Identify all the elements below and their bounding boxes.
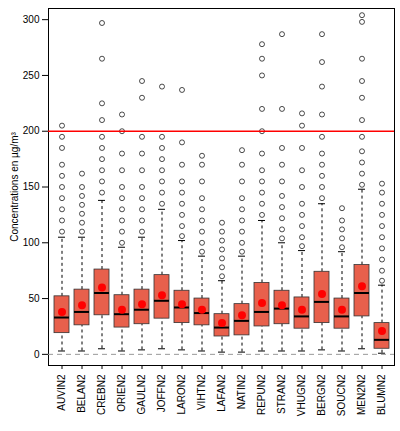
svg-text:100: 100 [23,237,40,248]
svg-text:BERGN2: BERGN2 [316,374,327,416]
svg-text:VIHTN2: VIHTN2 [196,374,207,410]
svg-text:MEN2N2: MEN2N2 [356,374,367,415]
svg-text:150: 150 [23,181,40,192]
svg-text:0: 0 [34,349,40,360]
svg-text:250: 250 [23,70,40,81]
svg-text:VHUGN2: VHUGN2 [296,374,307,416]
svg-text:JOFFN2: JOFFN2 [156,374,167,412]
svg-text:NATIN2: NATIN2 [236,374,247,409]
svg-text:GAULN2: GAULN2 [136,374,147,414]
svg-text:LAFAN2: LAFAN2 [216,374,227,412]
svg-text:REPUN2: REPUN2 [256,374,267,415]
svg-text:LARON2: LARON2 [176,374,187,414]
svg-text:BLUMN2: BLUMN2 [376,374,387,415]
svg-text:SOUCN2: SOUCN2 [336,374,347,416]
svg-text:ORIEN2: ORIEN2 [116,374,127,412]
svg-text:50: 50 [28,293,40,304]
svg-text:BELAN2: BELAN2 [76,374,87,413]
svg-text:STRAN2: STRAN2 [276,374,287,414]
svg-text:Concentrations en µg/m³: Concentrations en µg/m³ [9,131,20,241]
svg-text:CREBN2: CREBN2 [96,374,107,415]
svg-text:AUVIN2: AUVIN2 [56,374,67,411]
svg-text:200: 200 [23,125,40,136]
svg-text:300: 300 [23,14,40,25]
